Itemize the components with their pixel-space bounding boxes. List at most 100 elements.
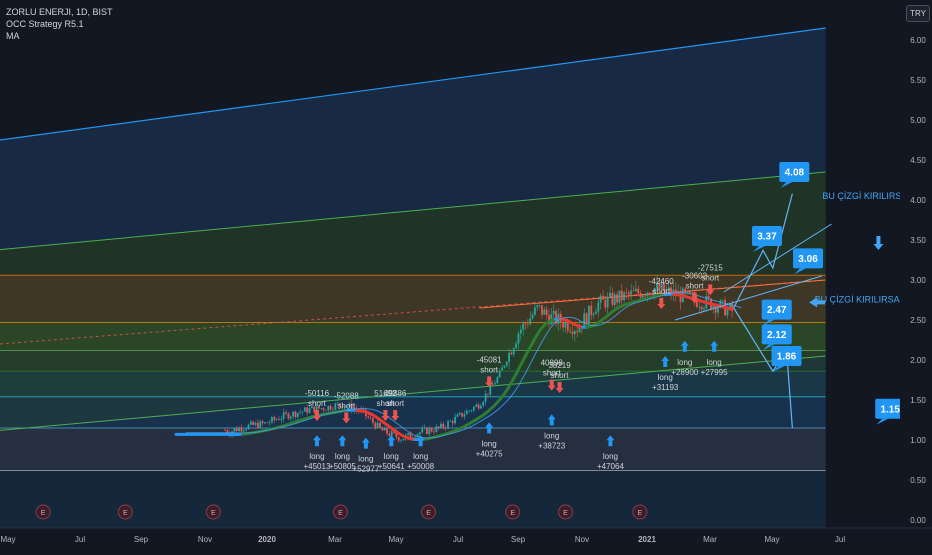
x-axis-tick-label: 2020 — [258, 535, 276, 544]
price-candle-body — [398, 437, 400, 441]
price-candle-body — [539, 305, 541, 306]
earnings-marker-letter: E — [510, 510, 515, 517]
price-candle-body — [640, 293, 642, 297]
price-candle-body — [295, 412, 297, 417]
price-candle-body — [496, 377, 498, 383]
price-candle-body — [513, 348, 515, 354]
price-candle-body — [372, 418, 374, 423]
price-candle-body — [492, 384, 494, 385]
price-candle-body — [440, 424, 442, 428]
price-candle-body — [276, 419, 278, 420]
price-candle-body — [529, 318, 531, 324]
price-candle-body — [445, 427, 447, 428]
y-axis-tick-label: 3.00 — [910, 276, 926, 285]
x-axis-tick-label: Nov — [575, 535, 589, 544]
price-candle-body — [367, 416, 369, 417]
x-axis-tick-label: Sep — [134, 535, 149, 544]
price-candle-body — [264, 422, 266, 423]
symbol-title: ZORLU ENERJI, 1D, BIST — [6, 6, 113, 18]
short-trade-value: 38219 — [548, 361, 571, 370]
price-candle-body — [520, 330, 522, 334]
price-candle-body — [536, 305, 538, 307]
price-candle-body — [374, 423, 376, 428]
price-candle-body — [609, 293, 611, 297]
price-candle-body — [642, 296, 644, 298]
price-candle-body — [299, 412, 301, 413]
earnings-marker-letter: E — [426, 510, 431, 517]
price-candle-body — [626, 292, 628, 293]
long-trade-value: +40275 — [476, 449, 503, 458]
price-candle-body — [572, 332, 574, 334]
price-candle-body — [593, 314, 595, 315]
price-candle-body — [567, 322, 569, 331]
long-trade-value: +31193 — [652, 383, 679, 392]
y-axis-tick-label: 2.50 — [910, 316, 926, 325]
price-candle-body — [238, 428, 240, 431]
price-candle-body — [449, 421, 451, 422]
price-candle-body — [680, 292, 682, 302]
price-candle-body — [619, 291, 621, 303]
price-candle-body — [255, 423, 257, 425]
price-candle-body — [259, 421, 261, 428]
price-candle-body — [280, 419, 282, 420]
price-candle-body — [600, 296, 602, 303]
price-candle-body — [266, 422, 268, 423]
price-candle-body — [595, 311, 597, 313]
short-trade-label: short — [386, 399, 405, 408]
price-candle-body — [457, 415, 459, 417]
earnings-marker-letter: E — [123, 510, 128, 517]
price-candle-body — [522, 323, 524, 329]
price-candle-body — [586, 313, 588, 324]
y-axis-tick-label: 4.50 — [910, 156, 926, 165]
moving-average-segment — [728, 308, 732, 309]
target-value-label: 3.06 — [798, 254, 818, 265]
price-candle-body — [494, 383, 496, 384]
price-candle-body — [590, 306, 592, 315]
short-trade-label: short — [551, 371, 570, 380]
long-trade-label: long — [335, 452, 350, 461]
price-candle-body — [628, 293, 630, 295]
price-candle-body — [482, 402, 484, 406]
price-candle-body — [464, 414, 466, 416]
price-candle-body — [309, 408, 311, 413]
price-candle-body — [527, 324, 529, 325]
price-candle-body — [257, 423, 259, 428]
long-trade-value: +27995 — [701, 368, 728, 377]
price-candle-body — [466, 411, 468, 415]
price-candle-body — [442, 424, 444, 428]
long-trade-label: long — [482, 439, 497, 448]
currency-button[interactable]: TRY — [906, 5, 930, 22]
y-axis-tick-label: 4.00 — [910, 196, 926, 205]
long-trade-label: long — [384, 452, 399, 461]
long-trade-value: +52977 — [352, 465, 379, 474]
fib-band-1 — [0, 322, 826, 350]
price-candle-body — [428, 428, 430, 434]
x-axis-tick-label: May — [764, 535, 779, 544]
price-candle-body — [323, 408, 325, 410]
price-candle-body — [471, 410, 473, 411]
price-candle-body — [525, 323, 527, 324]
long-trade-label: long — [413, 452, 428, 461]
price-candle-body — [224, 430, 226, 431]
price-candle-body — [377, 423, 379, 428]
price-candle-body — [424, 428, 426, 429]
price-candle-body — [419, 432, 421, 434]
price-candle-body — [320, 408, 322, 409]
price-candle-body — [379, 423, 381, 428]
price-candle-body — [698, 307, 700, 308]
x-axis-tick-label: Mar — [328, 535, 342, 544]
long-trade-value: +50008 — [407, 462, 434, 471]
price-candle-body — [386, 428, 388, 434]
target-value-label: 1.15 — [880, 404, 900, 415]
price-candle-body — [534, 307, 536, 314]
price-candle-body — [602, 296, 604, 300]
price-candle-body — [287, 413, 289, 418]
price-candle-body — [302, 412, 304, 413]
x-axis-tick-label: Jul — [453, 535, 463, 544]
price-candle-body — [604, 300, 606, 308]
price-candle-body — [325, 410, 327, 411]
price-candle-body — [384, 428, 386, 430]
price-candle-body — [473, 407, 475, 411]
